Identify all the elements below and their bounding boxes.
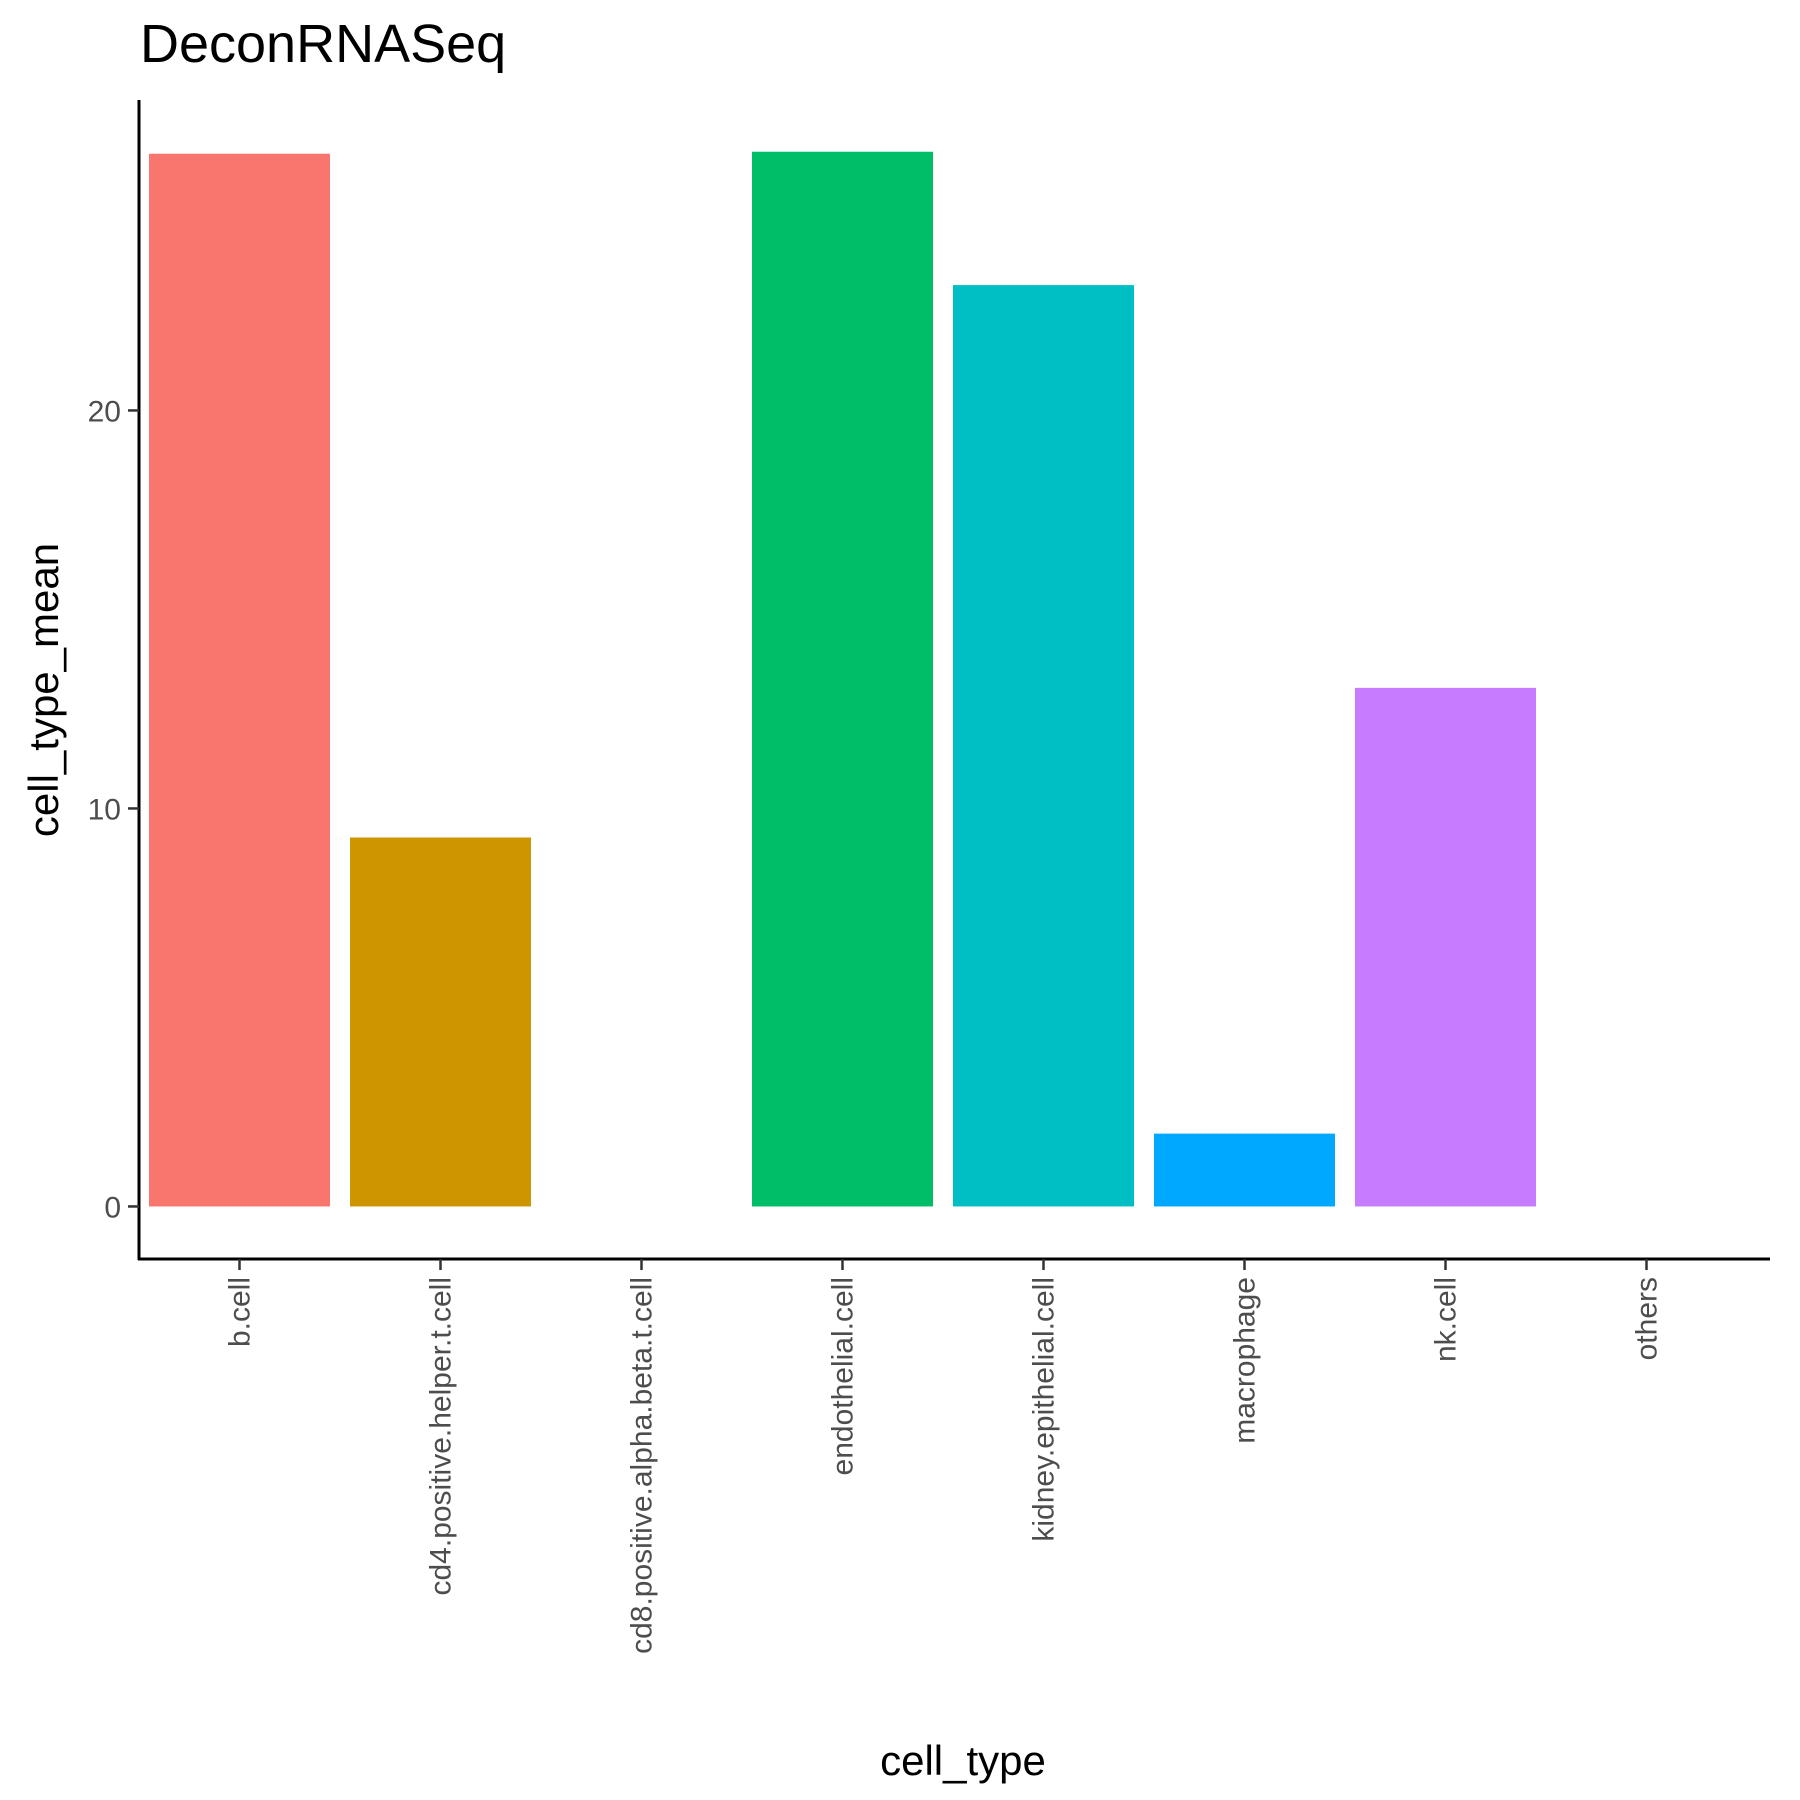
x-ticks-group: b.cell cd4.positive.helper.t.cell cd8.posi… (224, 1259, 1664, 1654)
chart-title: DeconRNASeq (140, 14, 506, 74)
x-tick-label-endothelial-cell: endothelial.cell (827, 1277, 860, 1475)
x-axis-title: cell_type (880, 1737, 1046, 1784)
x-tick-label-macrophage: macrophage (1229, 1277, 1262, 1444)
bars-group (149, 151, 1536, 1207)
x-tick-label-cd4-positive-helper-t-cell: cd4.positive.helper.t.cell (425, 1277, 458, 1596)
bar-cd4-positive-helper-t-cell (350, 837, 531, 1207)
y-tick-label-0: 0 (104, 1191, 121, 1224)
y-axis-title: cell_type_mean (20, 543, 67, 837)
x-tick-label-b-cell: b.cell (224, 1277, 257, 1347)
y-ticks-group: 0 10 20 (88, 395, 139, 1224)
bar-nk-cell (1355, 687, 1536, 1207)
bar-kidney-epithelial-cell (953, 285, 1134, 1207)
bar-b-cell (149, 153, 330, 1207)
x-tick-label-cd8-positive-alpha-beta-t-cell: cd8.positive.alpha.beta.t.cell (626, 1277, 659, 1654)
x-tick-label-kidney-epithelial-cell: kidney.epithelial.cell (1028, 1277, 1061, 1542)
bar-macrophage (1154, 1133, 1335, 1207)
y-tick-label-10: 10 (88, 793, 121, 826)
x-tick-label-nk-cell: nk.cell (1430, 1277, 1463, 1362)
y-tick-label-20: 20 (88, 395, 121, 428)
bar-endothelial-cell (752, 151, 933, 1207)
x-tick-label-others: others (1631, 1277, 1664, 1360)
